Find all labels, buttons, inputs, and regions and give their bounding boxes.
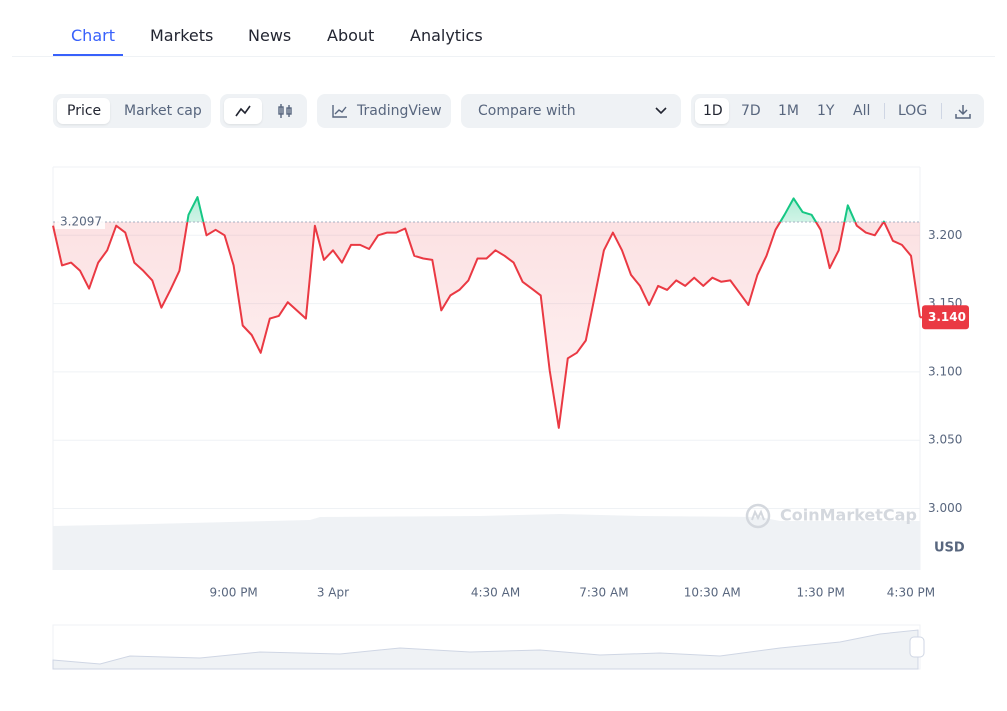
tradingview-button[interactable]: TradingView — [317, 94, 451, 128]
x-tick-label: 4:30 PM — [887, 586, 935, 600]
tab[interactable]: Analytics — [410, 26, 483, 45]
tab[interactable]: About — [327, 26, 375, 45]
download-icon[interactable] — [955, 104, 971, 119]
reference-label: 3.2097 — [60, 215, 102, 229]
price-toggle: Price Market cap — [53, 94, 211, 128]
tradingview-icon — [332, 105, 347, 118]
range-toolbar: LOG 1D 7D 1M 1Y All — [691, 94, 984, 128]
tab-divider — [12, 56, 995, 57]
price-button[interactable]: Price — [67, 103, 102, 119]
x-tick-label: 3 Apr — [317, 586, 349, 600]
tab-underline — [53, 54, 123, 56]
tab[interactable]: News — [248, 26, 292, 45]
y-tick-label: 3.050 — [928, 433, 962, 447]
compare-label: Compare with — [478, 103, 576, 119]
x-tick-label: 7:30 AM — [579, 586, 628, 600]
tab[interactable]: Chart — [71, 26, 115, 45]
reference-label-bg — [55, 213, 105, 230]
range-button[interactable]: All — [853, 103, 871, 119]
range-button[interactable]: 1M — [778, 103, 799, 119]
navigator-area — [52, 629, 919, 670]
compare-dropdown[interactable]: Compare with — [461, 94, 681, 128]
current-price-badge — [922, 305, 969, 330]
watermark: CoinMarketCap — [780, 506, 917, 525]
range-button[interactable]: 1Y — [817, 103, 835, 119]
tradingview-label: TradingView — [357, 103, 442, 119]
log-button[interactable]: LOG — [898, 103, 928, 119]
selected-pill — [57, 98, 110, 124]
y-tick-label: 3.000 — [928, 501, 962, 515]
line-icon[interactable] — [235, 104, 251, 118]
separator — [884, 103, 885, 119]
range-button[interactable]: 7D — [741, 103, 761, 119]
range-button[interactable]: 1D — [703, 103, 723, 119]
x-tick-label: 10:30 AM — [684, 586, 741, 600]
separator — [941, 103, 942, 119]
volume-area — [53, 514, 920, 570]
tab[interactable]: Markets — [150, 26, 214, 45]
watermark-logo — [745, 503, 771, 529]
x-tick-label: 9:00 PM — [209, 586, 257, 600]
price-line — [52, 196, 921, 429]
y-tick-label: 3.100 — [928, 364, 962, 378]
price-area — [53, 197, 920, 428]
currency-label: USD — [934, 541, 965, 556]
y-tick-label: 3.200 — [928, 228, 962, 242]
x-tick-label: 1:30 PM — [796, 586, 844, 600]
chevron-icon — [655, 107, 667, 115]
x-tick-label: 4:30 AM — [471, 586, 520, 600]
chart-style-toggle — [220, 94, 307, 128]
navigator-handle[interactable] — [909, 636, 925, 658]
candle-icon[interactable] — [277, 103, 293, 119]
market-cap-button[interactable]: Market cap — [124, 103, 202, 119]
current-price-label: 3.140 — [928, 310, 966, 324]
selected-pill — [695, 98, 729, 124]
